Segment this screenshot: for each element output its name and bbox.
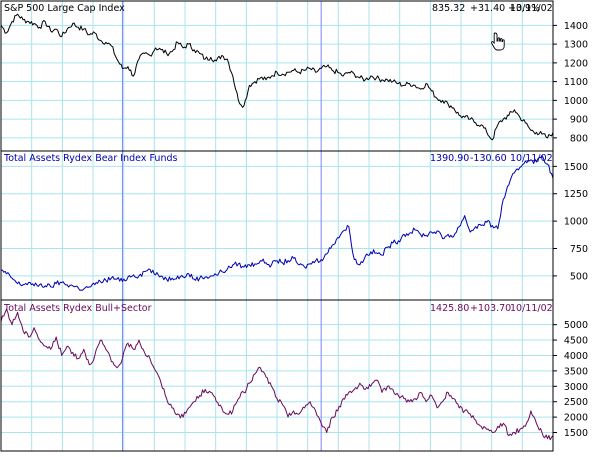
bear-y-tick-label: 1000 [564, 217, 588, 228]
bear-title: Total Assets Rydex Bear Index Funds [3, 153, 177, 164]
bull-y-axis: 1500 2000 2500 3000 3500 4000 4500 5000 [553, 320, 588, 439]
sp500-y-tick-label: 1300 [564, 40, 588, 51]
sp500-title: S&P 500 Large Cap Index [4, 3, 125, 14]
bull-y-tick-label: 4500 [564, 336, 588, 347]
sp500-series [0, 13, 554, 141]
sp500-panel: 800 900 1000 1100 1200 1300 1400 S&P 500 Large… [0, 0, 588, 152]
bear-y-tick-label: 500 [570, 271, 588, 282]
sp500-y-tick-label: 900 [570, 115, 588, 126]
bear-panel: 500 750 1000 1250 1500 Total Assets Rydex Be… [0, 150, 588, 301]
bear-series [0, 154, 554, 291]
sp500-readout-change: +31.40 [470, 3, 505, 14]
bull-y-tick-label: 4000 [564, 351, 588, 362]
bull-line [0, 308, 554, 441]
sp500-readout-value: 835.32 [432, 3, 465, 14]
bear-readout-value: 1390.90 [430, 153, 469, 164]
sp500-readout-date: 10/11/02 [510, 3, 553, 14]
bear-grid [1, 151, 553, 300]
sp500-y-tick-label: 1400 [564, 21, 588, 32]
bear-y-axis: 500 750 1000 1250 1500 [553, 162, 588, 282]
hand-pointer-icon [491, 32, 505, 51]
sp500-y-tick-label: 1100 [564, 77, 588, 88]
bull-y-tick-label: 1500 [564, 428, 588, 439]
bull-title: Total Assets Rydex Bull+Sector [3, 303, 152, 314]
bull-panel: 1500 2000 2500 3000 3500 4000 4500 5000 Total A… [0, 299, 588, 452]
bull-y-tick-label: 5000 [564, 320, 588, 331]
bull-y-tick-label: 3000 [564, 382, 588, 393]
bull-y-tick-label: 2000 [564, 413, 588, 424]
bull-event-lines [121, 300, 322, 451]
bear-y-tick-label: 1500 [564, 162, 588, 173]
bull-panel-border [0, 299, 554, 452]
sp500-y-axis: 800 900 1000 1100 1200 1300 1400 [553, 21, 588, 144]
bear-event-lines [121, 151, 322, 300]
sp500-y-tick-label: 1000 [564, 96, 588, 107]
bear-readout-change: -130.60 [470, 153, 507, 164]
bull-y-tick-label: 2500 [564, 397, 588, 408]
sp500-y-tick-label: 800 [570, 133, 588, 144]
sp500-event-lines [121, 1, 322, 151]
bull-series [0, 308, 554, 441]
bear-y-tick-label: 1250 [564, 189, 588, 200]
bull-readout-change: +103.70 [470, 303, 511, 314]
bull-y-tick-label: 3500 [564, 366, 588, 377]
sp500-line [0, 13, 554, 141]
bear-line [0, 154, 554, 291]
bear-y-tick-label: 750 [570, 244, 588, 255]
bear-readout-date: 10/11/02 [510, 153, 553, 164]
bull-readout-date: 10/11/02 [510, 303, 553, 314]
bull-readout-value: 1425.80 [430, 303, 469, 314]
sp500-readout-percent: +3.9% [508, 3, 540, 14]
sp500-grid [1, 1, 553, 151]
sp500-y-tick-label: 1200 [564, 58, 588, 69]
bull-grid [1, 300, 553, 451]
